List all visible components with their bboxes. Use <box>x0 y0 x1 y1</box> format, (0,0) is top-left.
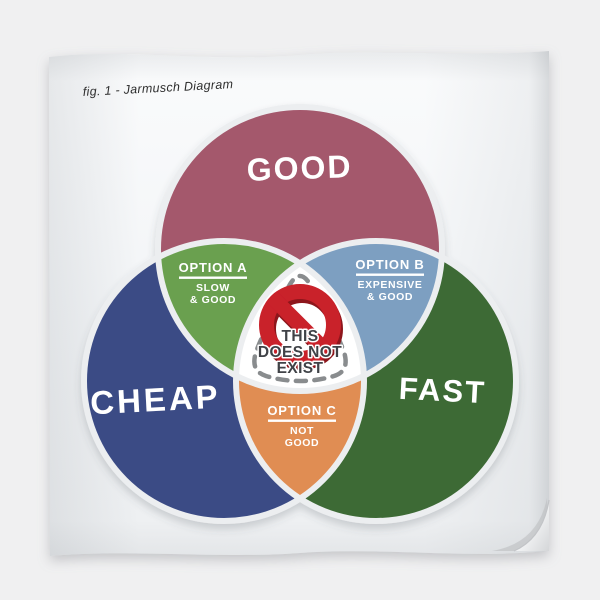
option-b-desc-line2: & GOOD <box>367 291 413 303</box>
option-b-desc-line1: EXPENSIVE <box>358 279 423 291</box>
good-label: GOOD <box>246 148 353 188</box>
option-b-underline <box>356 273 424 276</box>
venn-diagram: THIS DOES NOT EXIST GOOD CHEAP FAST OPTI… <box>81 104 519 524</box>
good-circle-outline <box>155 104 445 394</box>
center-text-line-3: EXIST <box>277 360 324 377</box>
option-c-desc-line1: NOT <box>290 425 314 437</box>
option-a-desc-line1: SLOW <box>196 282 230 294</box>
option-a-underline <box>179 276 247 279</box>
option-c-underline <box>268 419 336 422</box>
center-text-line-2: DOES NOT <box>258 344 342 361</box>
cheap-label: CHEAP <box>89 378 221 422</box>
no-sign-icon <box>259 284 343 370</box>
cheap-circle-outline <box>81 238 367 524</box>
fast-circle-outline <box>233 238 519 524</box>
option-a-desc-line2: & GOOD <box>190 294 236 306</box>
option-a-title: OPTION A <box>179 260 248 275</box>
center-region <box>236 241 364 391</box>
option-b-title: OPTION B <box>355 257 424 272</box>
fast-label: FAST <box>398 371 487 411</box>
no-sign-body <box>259 284 341 366</box>
option-c-title: OPTION C <box>267 403 336 418</box>
corner-curl <box>492 498 550 552</box>
center-text-line-1: THIS <box>282 328 319 345</box>
option-c-desc-line2: GOOD <box>285 437 320 449</box>
